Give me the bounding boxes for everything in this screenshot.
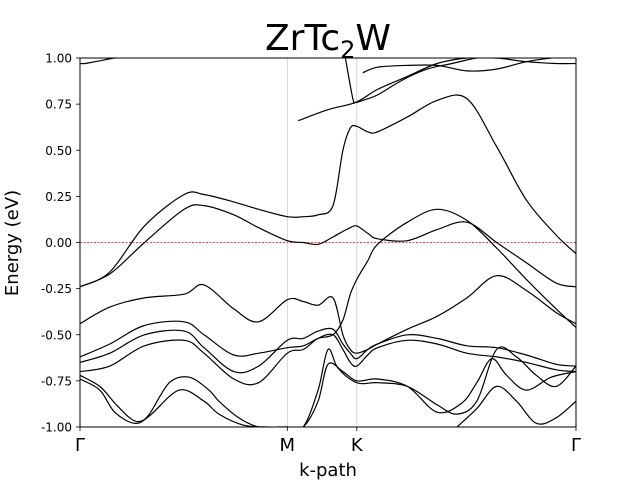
band-line-10	[80, 358, 576, 427]
band-line-4	[80, 327, 576, 374]
y-tick-label: -0.50	[41, 328, 72, 342]
y-tick-label: -0.25	[41, 282, 72, 296]
chart-title-tail: W	[355, 18, 391, 59]
y-tick-label: 1.00	[45, 52, 72, 66]
x-axis-label: k-path	[299, 460, 357, 480]
band-line-9	[362, 58, 552, 74]
chart-title: ZrTc2W	[265, 18, 391, 64]
y-tick-label: -0.75	[41, 374, 72, 388]
band-line-1	[80, 94, 576, 288]
y-tick-label: 0.25	[45, 190, 72, 204]
band-line-7	[80, 58, 125, 65]
y-tick-label: 0.75	[45, 98, 72, 112]
band-line-6	[297, 58, 576, 122]
band-line-12	[456, 385, 576, 427]
y-axis-label: Energy (eV)	[2, 190, 23, 296]
x-tick-label: Γ	[75, 435, 85, 456]
x-tick-label: Γ	[571, 435, 581, 456]
y-tick-label: -1.00	[41, 421, 72, 435]
x-tick-label: K	[351, 435, 364, 456]
band-line-11	[80, 346, 576, 427]
band-lines	[80, 58, 576, 427]
band-line-3	[80, 208, 576, 358]
y-axis-ticks: -1.00 -0.75 -0.50 -0.25 0.00 0.25 0.50 0.75 1.00	[41, 52, 80, 435]
x-tick-label: M	[280, 435, 296, 456]
y-tick-label: 0.50	[45, 144, 72, 158]
band-line-2	[80, 275, 576, 354]
band-line-8	[344, 58, 497, 104]
band-line-5	[80, 333, 576, 386]
chart-title-subscript: 2	[340, 36, 355, 64]
band-line-0	[80, 204, 576, 288]
y-tick-label: 0.00	[45, 236, 72, 250]
chart-title-main: ZrTc	[265, 18, 340, 59]
